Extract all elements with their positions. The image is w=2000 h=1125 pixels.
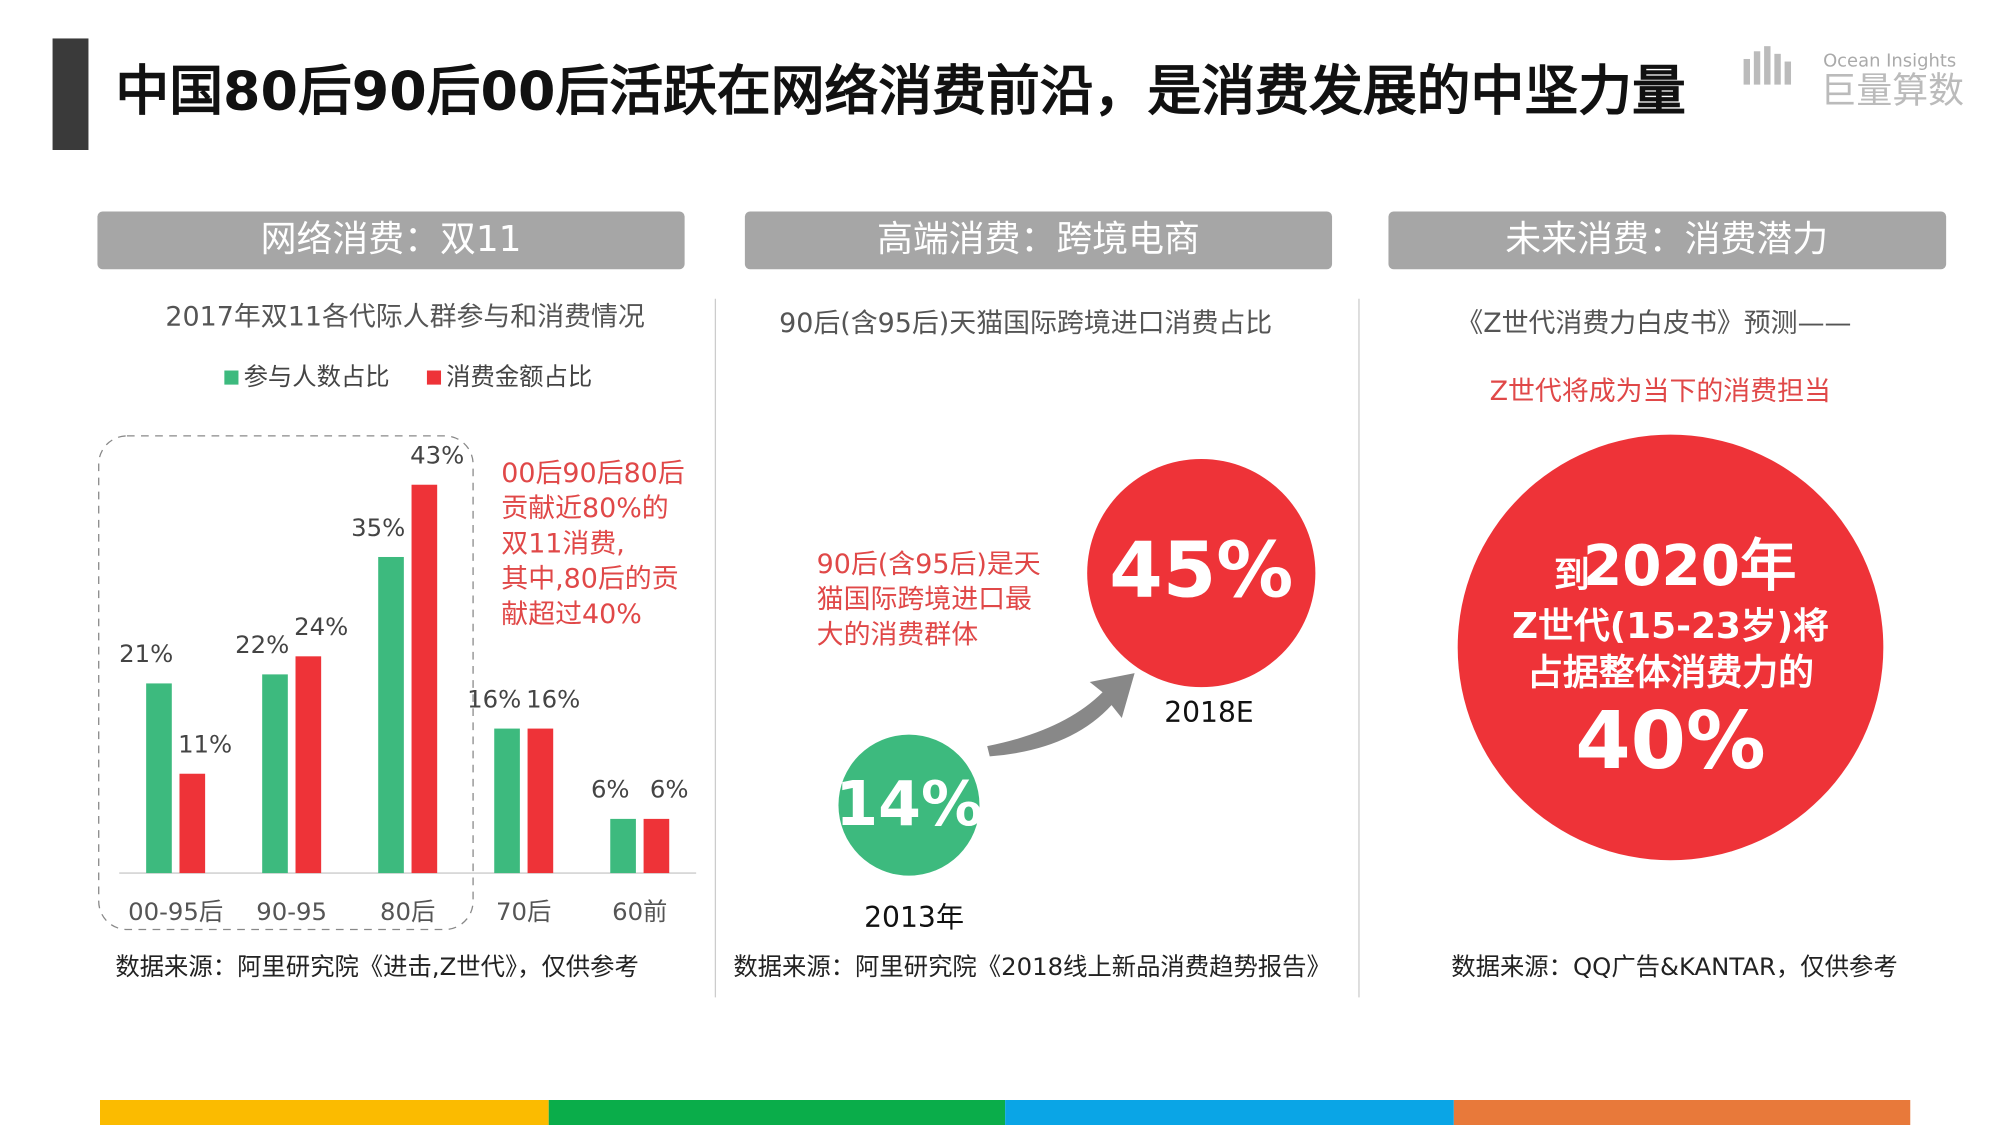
circle-text: 到 <box>1554 555 1590 596</box>
circle-text: 2020年 <box>1583 534 1796 599</box>
source: 数据来源：阿里研究院《进击,Z世代》，仅供参考 <box>115 952 638 981</box>
big-circle <box>1457 434 1884 861</box>
circle-label: 2013年 <box>864 901 964 934</box>
circle-value: 45% <box>1109 527 1293 616</box>
panel-header <box>744 211 1333 270</box>
bar <box>411 484 438 874</box>
annotation: 大的消费群体 <box>817 619 979 650</box>
panel-title: 网络消费：双11 <box>261 219 522 260</box>
circle-2013 <box>838 734 980 876</box>
logo-en: Ocean Insights <box>1823 51 1956 72</box>
bar <box>146 683 172 874</box>
footer-bar <box>1453 1100 1911 1125</box>
legend-swatch <box>224 370 239 385</box>
value-label: 24% <box>294 612 348 641</box>
value-label: 6% <box>591 775 630 804</box>
annotation: 猫国际跨境进口最 <box>817 584 1032 615</box>
bar <box>610 818 636 874</box>
bar <box>179 773 206 874</box>
value-label: 16% <box>526 684 580 713</box>
subtitle: 《Z世代消费力白皮书》预测—— <box>1456 308 1851 339</box>
arrow <box>987 673 1135 757</box>
chart-title: 2017年双11各代际人群参与和消费情况 <box>165 301 644 332</box>
annotation: 贡献近80%的 <box>501 493 668 524</box>
logo-icon <box>1743 46 1792 85</box>
value-label: 21% <box>119 639 173 668</box>
highlight-box <box>98 435 474 931</box>
bar <box>527 728 554 874</box>
legend-label: 参与人数占比 <box>244 362 390 391</box>
legend-label: 消费金额占比 <box>446 362 592 391</box>
circle-text: 40% <box>1575 694 1765 787</box>
annotation: 双11消费, <box>501 528 625 559</box>
footer-bar <box>1005 1100 1454 1125</box>
bar <box>262 674 288 874</box>
value-label: 6% <box>650 775 689 804</box>
bar <box>494 728 520 874</box>
x-tick-label: 90-95 <box>256 897 327 926</box>
annotation: 90后(含95后)是天 <box>817 549 1041 580</box>
circle-value: 14% <box>835 768 982 840</box>
title-bar <box>52 38 89 150</box>
annotation: 其中,80后的贡 <box>501 564 678 595</box>
panel-title: 未来消费：消费潜力 <box>1505 219 1828 260</box>
circle-text: Z世代(15-23岁)将 <box>1512 606 1829 647</box>
logo-cn: 巨量算数 <box>1821 70 1965 111</box>
circle-2018 <box>1087 458 1316 688</box>
x-tick-label: 80后 <box>380 897 435 926</box>
panel-header <box>97 211 685 270</box>
circle-label: 2018E <box>1164 696 1254 729</box>
bar <box>378 556 404 874</box>
slide-title: 中国80后90后00后活跃在网络消费前沿，是消费发展的中坚力量 <box>115 60 1685 123</box>
x-tick-label: 60前 <box>612 897 667 926</box>
source: 数据来源：阿里研究院《2018线上新品消费趋势报告》 <box>733 952 1331 981</box>
value-label: 16% <box>467 684 521 713</box>
bar <box>643 818 670 874</box>
circle-text: 占据整体消费力的 <box>1527 652 1814 693</box>
subtitle: 90后(含95后)天猫国际跨境进口消费占比 <box>779 308 1272 339</box>
bar <box>295 656 322 874</box>
x-tick-label: 70后 <box>496 897 551 926</box>
annotation: 00后90后80后 <box>501 458 684 489</box>
footer-bar <box>548 1100 1006 1125</box>
highlight: Z世代将成为当下的消费担当 <box>1490 376 1831 407</box>
source: 数据来源：QQ广告&KANTAR，仅供参考 <box>1451 952 1897 981</box>
footer-bar <box>100 1100 549 1125</box>
panel-header <box>1388 211 1947 270</box>
panel-title: 高端消费：跨境电商 <box>877 219 1200 260</box>
value-label: 35% <box>351 513 405 542</box>
legend-swatch <box>426 370 442 385</box>
value-label: 43% <box>410 441 464 470</box>
value-label: 11% <box>178 730 232 759</box>
annotation: 献超过40% <box>501 599 642 630</box>
value-label: 22% <box>235 630 289 659</box>
x-tick-label: 00-95后 <box>128 897 223 926</box>
